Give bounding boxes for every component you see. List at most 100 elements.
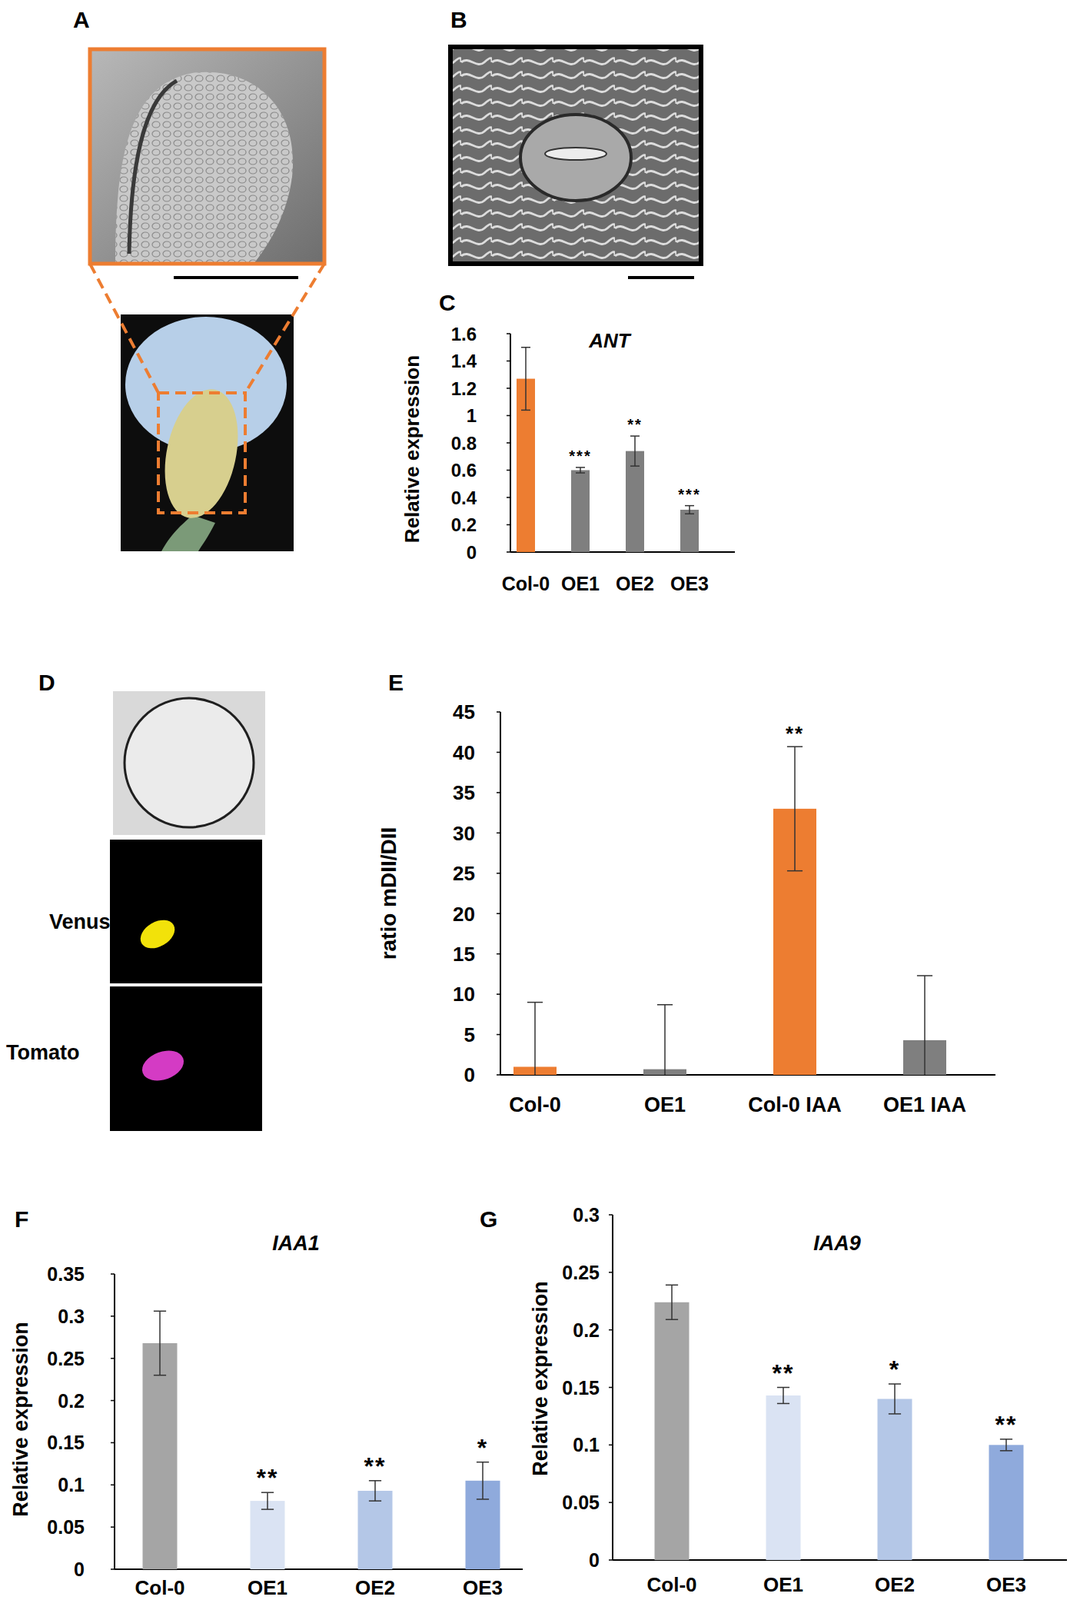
error-cap	[657, 1003, 673, 1006]
scale-bar	[173, 275, 299, 280]
error-bar	[917, 975, 933, 1075]
error-cap	[684, 513, 695, 516]
category-label: Col-0	[508, 1093, 562, 1117]
panel-letter: D	[38, 669, 56, 695]
bar	[142, 1342, 178, 1569]
category-label: Col-0	[501, 572, 551, 595]
error-bar	[630, 435, 640, 466]
tick-label: 0.15	[561, 1376, 600, 1399]
error-line	[893, 1383, 896, 1414]
tomato-signal	[138, 1045, 189, 1087]
bar	[877, 1398, 913, 1560]
tick-label: 40	[452, 741, 476, 765]
category-label: OE3	[986, 1572, 1027, 1596]
chart-title: ANT	[588, 328, 632, 353]
error-cap	[917, 974, 933, 977]
tick-label: 0	[464, 1063, 476, 1087]
ovule-texture	[115, 72, 293, 264]
error-cap	[368, 1499, 382, 1502]
sem-image	[89, 49, 325, 264]
significance: **	[785, 721, 805, 745]
category-label: OE2	[874, 1572, 915, 1596]
axis-label: Relative expression	[9, 1321, 33, 1517]
error-cap	[630, 435, 640, 437]
error-line	[525, 347, 527, 411]
sem-frame	[89, 49, 325, 264]
channel-label: Venus	[49, 910, 111, 934]
error-cap	[787, 870, 803, 872]
category-label: OE2	[355, 1575, 396, 1599]
axis-label: Relative expression	[528, 1280, 552, 1476]
marks	[513, 746, 947, 1075]
category-label: OE2	[615, 572, 655, 595]
significance: **	[772, 1359, 795, 1387]
error-cap	[521, 346, 531, 349]
error-bar	[777, 1387, 790, 1404]
axis-label: ratio mDII/DII	[376, 827, 401, 961]
chart: 00.050.10.150.20.250.30.35*****Col-0OE1O…	[9, 1231, 523, 1599]
error-line	[579, 467, 582, 473]
cell	[124, 697, 254, 828]
category-label: OE3	[462, 1575, 503, 1599]
tick-label: 1.4	[451, 350, 478, 372]
error-cap	[261, 1508, 274, 1510]
tick-label: 15	[452, 942, 476, 966]
chart: 00.050.10.150.20.250.3*****Col-0OE1OE2OE…	[528, 1203, 1067, 1596]
tick-label: 0.4	[451, 487, 478, 509]
bar	[625, 451, 645, 552]
venus-image	[109, 839, 263, 984]
tick-label: 0.05	[46, 1515, 85, 1538]
tick-label: 0.2	[57, 1389, 85, 1412]
tick-label: 0.2	[451, 514, 477, 536]
error-bar	[657, 1004, 673, 1075]
error-cap	[1000, 1438, 1013, 1440]
error-line	[634, 435, 636, 466]
tick-label: 0.6	[451, 459, 477, 481]
significance: **	[364, 1452, 387, 1480]
tick-label: 0.05	[561, 1491, 600, 1513]
tick-label: 0	[73, 1558, 85, 1580]
sem-frame	[450, 46, 702, 264]
error-bar	[888, 1383, 901, 1414]
error-bar	[153, 1310, 167, 1375]
error-line	[481, 1462, 484, 1499]
error-cap	[888, 1412, 901, 1415]
significance: **	[627, 415, 643, 433]
marks	[654, 1284, 1024, 1560]
axis-label: Relative expression	[400, 355, 424, 543]
tick-label: 1.6	[451, 323, 477, 345]
bar	[680, 509, 699, 552]
tick-label: 0.25	[561, 1261, 600, 1283]
error-cap	[153, 1374, 167, 1376]
tick-label: 0.25	[46, 1347, 85, 1370]
stoma-pore	[545, 147, 607, 160]
tick-label: 0.1	[572, 1433, 600, 1456]
error-cap	[665, 1284, 678, 1287]
error-line	[782, 1387, 785, 1404]
background	[0, 0, 1090, 1600]
error-line	[534, 1002, 536, 1075]
chart-title: IAA9	[813, 1231, 861, 1255]
tick-label: 0.3	[57, 1305, 85, 1327]
tomato-image	[109, 986, 263, 1131]
marks	[516, 347, 699, 552]
tick-label: 5	[464, 1023, 476, 1047]
ovule-yellow	[153, 382, 249, 526]
error-cap	[1000, 1449, 1013, 1452]
sem-texture	[450, 46, 702, 264]
tick-label: 0	[466, 541, 477, 563]
panel-letter: A	[73, 6, 90, 33]
ovule-sem	[115, 72, 293, 264]
error-cap	[368, 1479, 382, 1482]
chart: 051015202530354045**Col-0OE1Col-0 IAAOE1…	[376, 700, 996, 1134]
zoom-line	[245, 263, 325, 393]
tick-label: 1	[466, 405, 477, 426]
error-bar	[684, 505, 695, 515]
category-label: OE1 IAA	[883, 1093, 967, 1117]
error-line	[1005, 1438, 1007, 1451]
error-cap	[476, 1498, 489, 1500]
error-line	[159, 1310, 161, 1375]
category-label: OE1	[561, 572, 600, 595]
channel-label: Tomato	[6, 1040, 80, 1064]
figure: ABCDEFGVenusTomato00.20.40.60.811.21.41.…	[0, 0, 1090, 1600]
